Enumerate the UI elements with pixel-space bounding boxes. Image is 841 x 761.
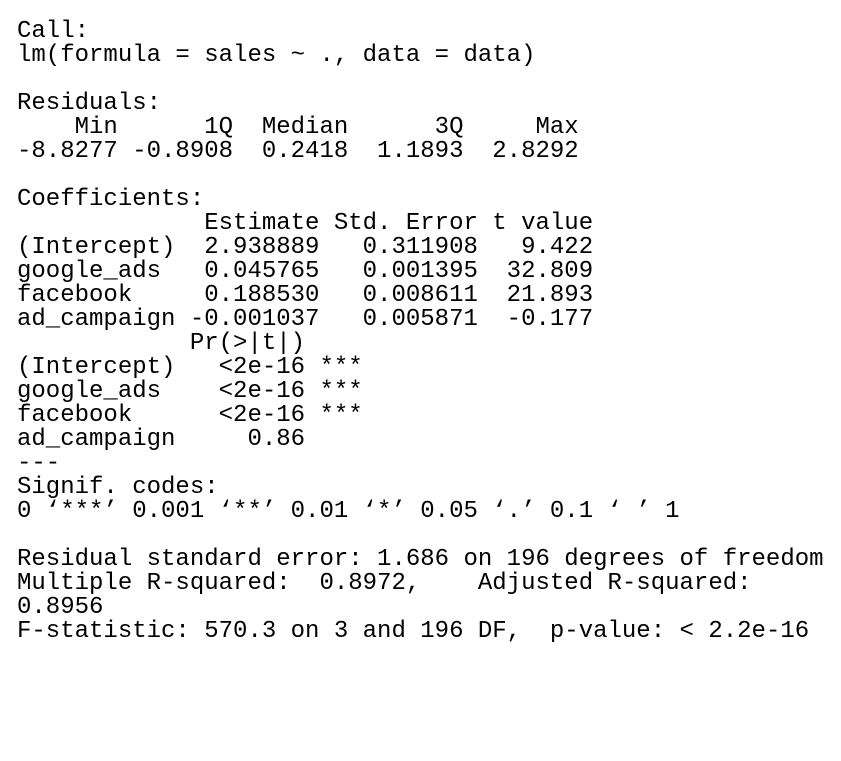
output-line: Residual standard error: 1.686 on 196 de… (17, 546, 824, 573)
output-line: Multiple R-squared: 0.8972, Adjusted R-s… (17, 570, 752, 597)
output-line: 0.8956 (17, 594, 104, 621)
output-line: (Intercept) <2e-16 *** (17, 354, 363, 381)
output-section: Coefficients: Estimate Std. Error t valu… (17, 188, 841, 524)
output-line: Min 1Q Median 3Q Max (17, 114, 579, 141)
output-line: Pr(>|t|) (17, 330, 306, 357)
output-line: google_ads <2e-16 *** (17, 378, 363, 405)
output-line: ad_campaign -0.001037 0.005871 -0.177 (17, 306, 594, 333)
output-line: Coefficients: (17, 186, 205, 213)
output-line: ad_campaign 0.86 (17, 426, 306, 453)
output-line: Estimate Std. Error t value (17, 210, 594, 237)
output-line: -8.8277 -0.8908 0.2418 1.1893 2.8292 (17, 138, 579, 165)
output-line: Residuals: (17, 90, 162, 117)
output-section: Residuals: Min 1Q Median 3Q Max -8.8277 -… (17, 92, 841, 164)
output-line: Signif. codes: (17, 474, 219, 501)
output-line: facebook 0.188530 0.008611 21.893 (17, 282, 594, 309)
output-section: Call: lm(formula = sales ~ ., data = data… (17, 20, 841, 68)
output-line: facebook <2e-16 *** (17, 402, 363, 429)
output-line: lm(formula = sales ~ ., data = data) (17, 42, 536, 69)
output-line: --- (17, 450, 61, 477)
output-line: F-statistic: 570.3 on 3 and 196 DF, p-va… (17, 618, 810, 645)
output-line: (Intercept) 2.938889 0.311908 9.422 (17, 234, 594, 261)
output-section: Residual standard error: 1.686 on 196 de… (17, 548, 841, 644)
output-line: Call: (17, 18, 90, 45)
output-line: google_ads 0.045765 0.001395 32.809 (17, 258, 594, 285)
output-line: 0 ‘***’ 0.001 ‘**’ 0.01 ‘*’ 0.05 ‘.’ 0.1… (17, 498, 680, 525)
